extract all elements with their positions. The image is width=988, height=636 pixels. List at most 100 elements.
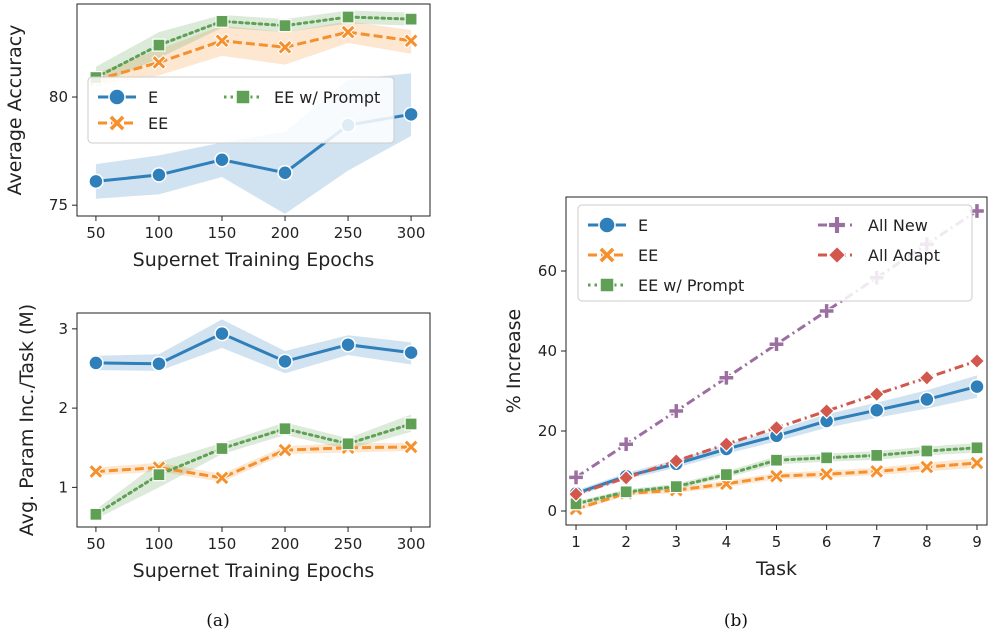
legend-label-ee: EE xyxy=(638,246,658,265)
x-tick-label: 50 xyxy=(86,224,105,242)
point-ee xyxy=(403,439,419,455)
x-tick-label: 2 xyxy=(621,533,631,551)
point-ee-w-prompt xyxy=(404,417,418,431)
y-tick-label: 2 xyxy=(58,399,68,417)
point-e xyxy=(214,325,230,342)
plot-frame xyxy=(76,3,431,217)
legend-marker-ee-w-prompt xyxy=(599,277,615,293)
band-ee xyxy=(95,21,412,87)
point-e xyxy=(403,106,419,123)
legend-label-ee: EE xyxy=(148,114,168,133)
point-ee xyxy=(919,459,935,475)
y-tick-label: 3 xyxy=(58,320,68,338)
band-ee-w-prompt xyxy=(95,414,412,520)
point-e xyxy=(151,355,167,372)
x-tick-label: 200 xyxy=(271,535,300,553)
point-ee-w-prompt xyxy=(870,448,884,462)
point-all-new xyxy=(818,303,835,319)
point-ee xyxy=(214,470,230,486)
point-all-adapt xyxy=(768,419,785,436)
legend-label-e: E xyxy=(148,88,158,107)
legend-label-ee-w-prompt: EE w/ Prompt xyxy=(638,276,744,295)
y-tick-label: 40 xyxy=(538,342,557,360)
point-e xyxy=(214,152,230,168)
x-tick-label: 300 xyxy=(397,535,426,553)
point-ee-w-prompt xyxy=(215,441,229,456)
point-ee-w-prompt xyxy=(215,14,229,28)
legend-marker-all-new xyxy=(828,216,846,234)
param-increase-chart: 50 100 150 200 250 300 1 2 3 Supernet Training Ep… xyxy=(16,304,431,582)
x-tick-label: 1 xyxy=(571,533,581,551)
x-tick-label: 9 xyxy=(972,533,982,551)
x-tick-label: 250 xyxy=(334,224,363,242)
y-tick-label: 20 xyxy=(538,422,557,440)
point-all-adapt xyxy=(818,402,835,420)
point-e xyxy=(277,164,293,181)
point-e xyxy=(151,167,167,183)
point-ee xyxy=(151,54,167,71)
point-ee xyxy=(818,466,835,482)
legend-marker-ee xyxy=(108,114,126,132)
legend-label-all-adapt: All Adapt xyxy=(868,246,940,265)
point-e xyxy=(919,391,935,408)
y-axis-label: Average Accuracy xyxy=(4,25,26,196)
point-ee xyxy=(277,442,293,458)
caption-a: (a) xyxy=(206,611,229,631)
point-all-new xyxy=(568,469,584,486)
point-all-adapt xyxy=(868,386,885,403)
point-ee xyxy=(88,463,104,480)
point-e xyxy=(88,173,104,190)
x-tick-label: 150 xyxy=(208,224,237,242)
point-ee-w-prompt xyxy=(769,453,784,467)
x-axis-label: Task xyxy=(755,558,797,580)
point-ee-w-prompt xyxy=(341,10,355,24)
point-e xyxy=(88,355,104,371)
point-ee-w-prompt xyxy=(619,485,633,499)
legend-label-all-new: All New xyxy=(868,216,928,235)
point-ee xyxy=(768,468,785,484)
point-ee xyxy=(403,33,419,49)
point-e xyxy=(969,378,985,395)
point-all-new xyxy=(668,403,685,419)
point-ee-w-prompt xyxy=(152,468,166,482)
legend-marker-ee xyxy=(598,246,616,264)
point-ee-w-prompt xyxy=(278,422,292,436)
caption-b: (b) xyxy=(724,611,748,631)
point-ee-w-prompt xyxy=(719,468,733,482)
point-ee-w-prompt xyxy=(920,444,934,458)
line-ee xyxy=(95,445,412,480)
legend-marker-e xyxy=(108,88,126,106)
line-ee-w-prompt xyxy=(574,446,979,506)
x-tick-label: 300 xyxy=(397,224,426,242)
band-ee-w-prompt xyxy=(95,10,412,87)
legend-label-e: E xyxy=(638,216,648,235)
point-all-adapt xyxy=(668,452,685,470)
point-ee-w-prompt xyxy=(152,38,166,52)
legend-box xyxy=(577,204,973,302)
x-tick-label: 6 xyxy=(822,533,832,551)
y-tick-label: 80 xyxy=(49,88,68,106)
line-ee-w-prompt xyxy=(94,15,413,80)
point-ee-w-prompt xyxy=(341,437,355,451)
y-axis-label: % Increase xyxy=(503,309,525,414)
point-ee xyxy=(869,463,885,480)
point-ee xyxy=(340,24,356,40)
point-ee xyxy=(214,33,230,49)
x-tick-label: 150 xyxy=(208,535,237,553)
point-e xyxy=(868,402,885,418)
x-tick-label: 100 xyxy=(145,535,174,553)
x-tick-label: 50 xyxy=(86,535,105,553)
point-all-new xyxy=(718,369,735,386)
x-tick-label: 200 xyxy=(271,224,300,242)
line-ee xyxy=(95,30,412,82)
point-all-new xyxy=(768,336,785,353)
point-all-new xyxy=(618,436,634,453)
point-e xyxy=(340,336,356,353)
point-ee-w-prompt xyxy=(404,12,418,26)
point-ee xyxy=(277,39,293,55)
point-all-adapt xyxy=(968,352,986,370)
point-ee-w-prompt xyxy=(278,19,292,33)
point-all-adapt xyxy=(918,369,936,386)
